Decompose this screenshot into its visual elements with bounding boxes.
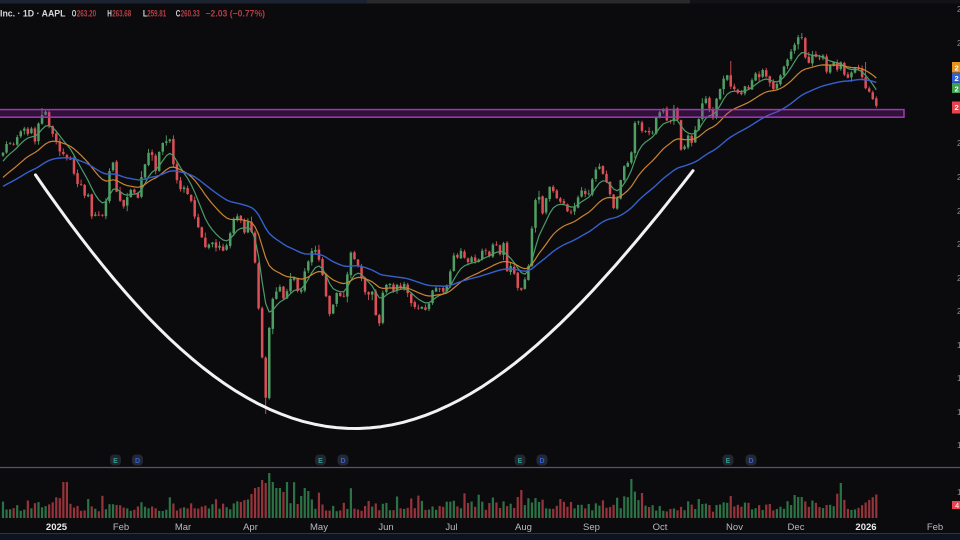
svg-text:263.20: 263.20: [77, 8, 97, 18]
svg-text:Dec: Dec: [788, 522, 805, 533]
svg-text:2: 2: [957, 5, 960, 14]
svg-text:1: 1: [957, 488, 960, 497]
svg-text:Oct: Oct: [653, 522, 668, 533]
svg-text:2: 2: [955, 63, 959, 72]
svg-text:D: D: [748, 458, 753, 465]
svg-text:2: 2: [957, 39, 960, 48]
svg-text:Nov: Nov: [726, 522, 743, 533]
svg-text:E: E: [726, 458, 731, 465]
svg-text:2: 2: [957, 139, 960, 148]
svg-text:2: 2: [957, 173, 960, 182]
svg-text:Apr: Apr: [243, 522, 258, 533]
svg-text:D: D: [539, 458, 544, 465]
svg-text:Feb: Feb: [927, 522, 943, 533]
svg-text:2: 2: [957, 240, 960, 249]
svg-text:Sep: Sep: [583, 522, 600, 533]
svg-text:2: 2: [955, 84, 959, 93]
svg-text:C: C: [176, 8, 181, 18]
svg-text:D: D: [135, 458, 140, 465]
svg-text:H: H: [107, 8, 112, 18]
svg-text:2025: 2025: [46, 522, 68, 533]
svg-text:1: 1: [957, 441, 960, 450]
svg-text:2026: 2026: [855, 522, 876, 533]
svg-text:May: May: [310, 522, 328, 533]
svg-text:E: E: [113, 458, 118, 465]
svg-text:Jun: Jun: [378, 522, 393, 533]
svg-text:Feb: Feb: [113, 522, 129, 533]
svg-text:Aug: Aug: [515, 522, 532, 533]
svg-text:Mar: Mar: [175, 522, 191, 533]
svg-text:2: 2: [957, 307, 960, 316]
svg-text:1: 1: [957, 408, 960, 417]
svg-text:1: 1: [957, 374, 960, 383]
svg-text:D: D: [340, 458, 345, 465]
svg-text:259.81: 259.81: [147, 8, 166, 18]
svg-text:Inc. · 1D · AAPL: Inc. · 1D · AAPL: [0, 8, 66, 18]
svg-text:E: E: [318, 458, 323, 465]
svg-text:O: O: [72, 8, 77, 18]
svg-text:L: L: [143, 8, 148, 18]
svg-text:263.68: 263.68: [112, 8, 131, 18]
svg-text:2: 2: [957, 207, 960, 216]
svg-text:−2.03 (−0.77%): −2.03 (−0.77%): [206, 8, 266, 18]
svg-text:2: 2: [955, 74, 959, 83]
svg-text:260.33: 260.33: [181, 8, 200, 18]
svg-text:2: 2: [955, 103, 959, 112]
svg-text:1: 1: [957, 341, 960, 350]
svg-text:2: 2: [957, 274, 960, 283]
svg-text:E: E: [518, 458, 523, 465]
svg-text:Jul: Jul: [445, 522, 457, 533]
svg-text:4: 4: [955, 501, 959, 510]
